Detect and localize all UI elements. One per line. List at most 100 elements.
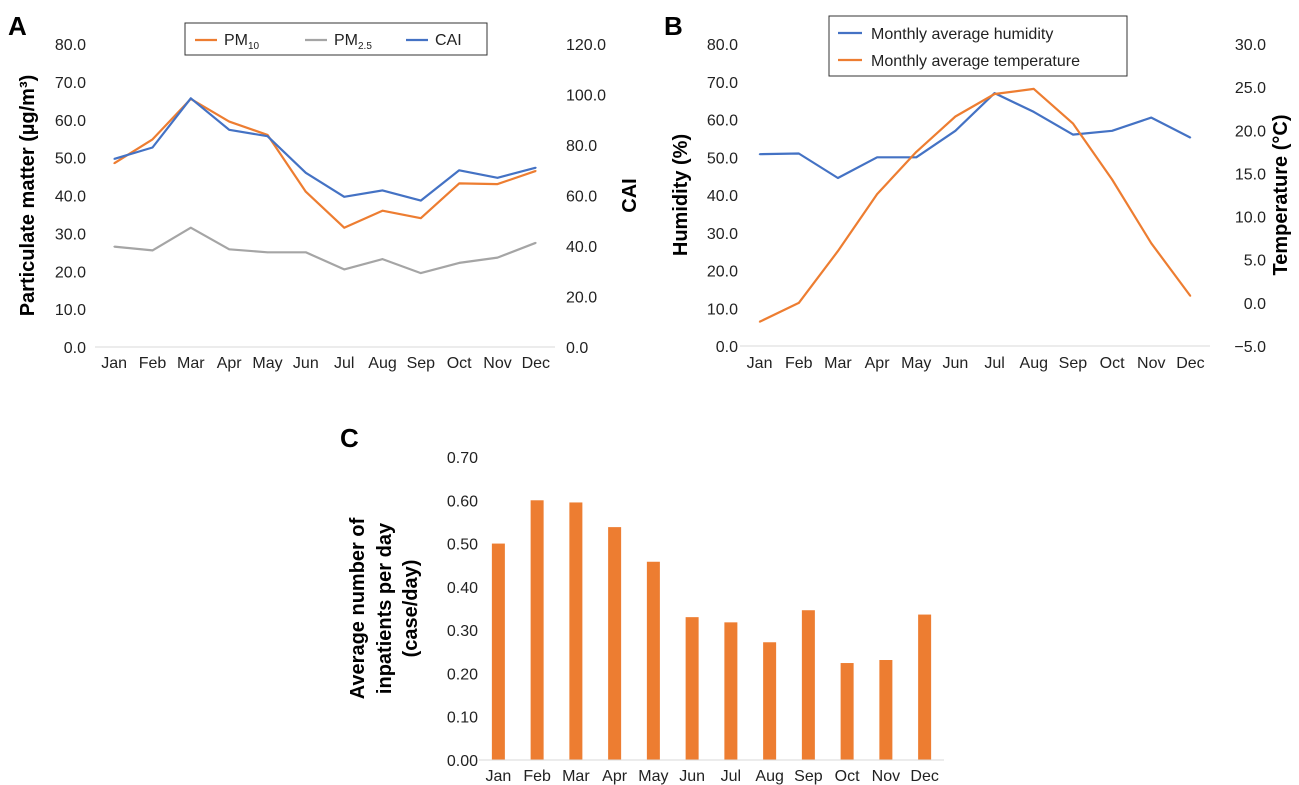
x-tick-label: May xyxy=(252,355,282,372)
x-tick-label: Aug xyxy=(1020,355,1048,372)
data-point xyxy=(113,158,115,160)
legend-entry: PM2.5 xyxy=(334,32,372,52)
data-point xyxy=(113,162,115,165)
y-tick-label: 70.0 xyxy=(707,75,738,92)
data-point xyxy=(420,217,422,220)
data-point xyxy=(496,256,499,259)
x-tick-label: Nov xyxy=(872,768,900,785)
data-point xyxy=(458,182,460,185)
y-tick-label: 0.10 xyxy=(447,710,478,727)
series-line-0 xyxy=(113,97,537,229)
data-point xyxy=(1150,242,1153,245)
data-point xyxy=(758,321,761,323)
panel-label-c: C xyxy=(340,423,359,453)
y2-tick-label: 5.0 xyxy=(1244,253,1266,270)
bar xyxy=(685,617,699,760)
x-tick-label: Jul xyxy=(721,768,741,785)
y2-tick-label: 100.0 xyxy=(566,88,606,105)
x-tick-label: Jul xyxy=(334,355,354,372)
data-point xyxy=(758,153,761,156)
y2-tick-label: 15.0 xyxy=(1235,166,1266,183)
legend-box xyxy=(828,15,1128,77)
series-line-1 xyxy=(114,226,537,275)
data-point xyxy=(151,138,154,141)
data-point xyxy=(797,302,800,304)
data-point xyxy=(151,249,154,252)
data-point xyxy=(458,262,460,264)
x-tick-label: Apr xyxy=(865,355,891,372)
data-point xyxy=(1072,133,1074,136)
y-axis-title-line: (case/day) xyxy=(400,560,422,658)
y2-tick-label: 0.0 xyxy=(1244,296,1266,313)
data-point xyxy=(1032,88,1035,90)
y-tick-label: 0.20 xyxy=(447,666,478,683)
y-tick-label: 10.0 xyxy=(707,301,738,318)
y2-tick-label: 20.0 xyxy=(566,290,597,307)
x-tick-label: Nov xyxy=(1137,355,1165,372)
x-tick-label: Mar xyxy=(824,355,852,372)
x-tick-label: May xyxy=(638,768,668,785)
y-tick-label: 50.0 xyxy=(55,151,86,168)
x-tick-label: Sep xyxy=(407,355,436,372)
series-line-1 xyxy=(759,87,1192,323)
x-tick-label: Dec xyxy=(910,768,938,785)
y-tick-label: 40.0 xyxy=(55,189,86,206)
data-point xyxy=(343,226,345,229)
legend: PM10 PM2.5 CAI xyxy=(184,22,488,56)
x-tick-label: Jan xyxy=(485,768,511,785)
data-point xyxy=(381,258,384,260)
bar xyxy=(724,622,738,760)
y2-tick-label: 10.0 xyxy=(1235,210,1266,227)
data-point xyxy=(535,242,537,244)
x-tick-label: Mar xyxy=(177,355,205,372)
y-tick-label: 70.0 xyxy=(55,75,86,92)
data-point xyxy=(1111,178,1113,181)
y-tick-label: 80.0 xyxy=(55,37,86,54)
data-point xyxy=(496,183,499,185)
x-tick-label: May xyxy=(901,355,931,372)
panel-label-a: A xyxy=(8,11,27,41)
data-point xyxy=(1111,130,1113,132)
x-tick-label: Mar xyxy=(562,768,590,785)
x-tick-label: Apr xyxy=(602,768,628,785)
y-tick-label: 60.0 xyxy=(707,113,738,130)
y2-tick-label: 25.0 xyxy=(1235,80,1266,97)
x-tick-label: Jun xyxy=(943,355,969,372)
x-tick-label: Jun xyxy=(293,355,319,372)
data-point xyxy=(535,170,537,172)
y-tick-label: 0.60 xyxy=(447,493,478,510)
data-point xyxy=(458,169,460,172)
data-point xyxy=(1189,295,1192,297)
data-point xyxy=(915,156,918,159)
data-point xyxy=(420,199,422,202)
bar xyxy=(840,663,854,760)
x-tick-label: Jul xyxy=(984,355,1004,372)
y2-tick-label: 60.0 xyxy=(566,189,597,206)
x-tick-label: Oct xyxy=(835,768,860,785)
data-point xyxy=(266,135,269,137)
data-point xyxy=(535,166,537,169)
data-point xyxy=(343,268,345,271)
x-tick-label: Aug xyxy=(755,768,783,785)
data-point xyxy=(305,251,307,254)
y2-tick-label: −5.0 xyxy=(1234,339,1266,356)
bar xyxy=(569,502,583,760)
y2-tick-label: 80.0 xyxy=(566,138,597,155)
x-tick-label: Oct xyxy=(447,355,472,372)
data-point xyxy=(496,177,499,179)
bar xyxy=(879,660,893,760)
x-tick-label: Feb xyxy=(523,768,551,785)
y2-tick-label: 30.0 xyxy=(1235,37,1266,54)
bar xyxy=(763,642,777,760)
data-point xyxy=(190,97,192,100)
chart-panel-b: B 0.0 10.0 20.0 30.0 40.0 50.0 60.0 70.0 80.0 −5.0… xyxy=(664,11,1292,372)
y-tick-label: 0.50 xyxy=(447,537,478,554)
x-tick-label: Nov xyxy=(483,355,511,372)
x-tick-label: Dec xyxy=(1176,355,1204,372)
bar xyxy=(608,527,622,760)
bar xyxy=(918,614,932,760)
y2-tick-label: 120.0 xyxy=(566,37,606,54)
data-point xyxy=(1072,122,1074,125)
data-point xyxy=(266,251,269,254)
legend-entry: CAI xyxy=(435,32,462,49)
